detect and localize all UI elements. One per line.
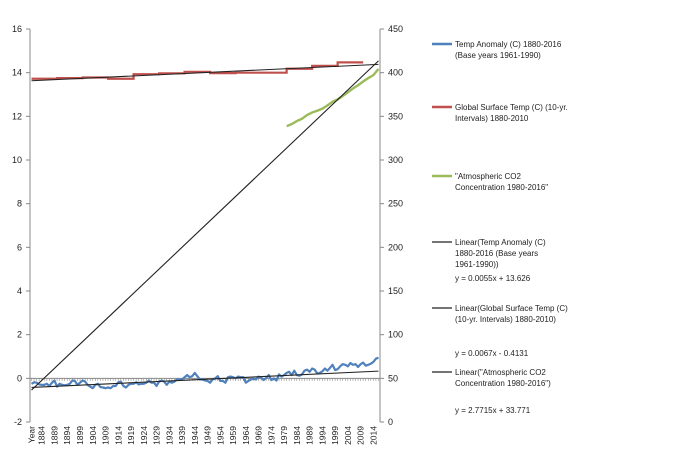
left-tick-label: 6 <box>17 242 22 252</box>
legend-label: (10-yr. Intervals) 1880-2010) <box>455 315 556 324</box>
x-tick-label: 1894 <box>62 426 72 445</box>
x-tick-label: 1949 <box>203 426 213 445</box>
x-tick-label: 2004 <box>343 426 353 445</box>
legend-label: "Atmospheric CO2 <box>455 172 522 181</box>
left-tick-label: 8 <box>17 199 22 209</box>
left-tick-label: -2 <box>14 417 22 427</box>
series-layer <box>30 61 380 390</box>
legend-label: (Base years 1961-1990) <box>455 51 541 60</box>
left-tick-label: 10 <box>12 155 22 165</box>
legend-label: Global Surface Temp (C) (10-yr. <box>455 103 568 112</box>
x-tick-label: 1884 <box>37 426 47 445</box>
right-tick-label: 350 <box>388 111 403 121</box>
legend-label: Concentration 1980-2016" <box>455 183 548 192</box>
x-tick-label: 2009 <box>356 426 366 445</box>
x-tick-label: 1939 <box>177 426 187 445</box>
right-y-axis: 0 50 100 150 200 250 300 350 400 450 <box>380 24 403 427</box>
x-tick-label: 1954 <box>215 426 225 445</box>
right-tick-label: 450 <box>388 24 403 34</box>
trendline-co2 <box>31 60 379 391</box>
x-tick-label: 1959 <box>228 426 238 445</box>
x-tick-label: 1909 <box>101 426 111 445</box>
x-tick-label: 1994 <box>317 426 327 445</box>
trendline-equation: y = 0.0055x + 13.626 <box>455 274 531 283</box>
x-tick-label: 1924 <box>139 426 149 445</box>
x-tick-label: 1999 <box>330 426 340 445</box>
right-tick-label: 50 <box>388 373 398 383</box>
x-tick-label: 1984 <box>292 426 302 445</box>
trendline-equation: y = 2.7715x + 33.771 <box>455 406 531 415</box>
left-tick-label: 16 <box>12 24 22 34</box>
left-tick-label: 14 <box>12 68 22 78</box>
left-y-axis: -2 0 2 4 6 8 10 12 14 16 <box>12 24 30 427</box>
legend-label: Intervals) 1880-2010 <box>455 114 529 123</box>
left-tick-label: 4 <box>17 286 22 296</box>
right-tick-label: 250 <box>388 199 403 209</box>
x-tick-label: 1934 <box>164 426 174 445</box>
legend-label: 1880-2016 (Base years <box>455 249 538 258</box>
x-axis: Year 1884 1889 1894 1899 1904 1909 1914 1919 1924… <box>27 378 379 445</box>
trendline-global-surface-temp <box>31 63 379 82</box>
series-temp-anomaly-line <box>30 356 379 390</box>
right-tick-label: 400 <box>388 68 403 78</box>
legend-label: Linear(Temp Anomaly (C) <box>455 238 546 247</box>
x-tick-label: 1904 <box>88 426 98 445</box>
x-tick-label: 1914 <box>113 426 123 445</box>
x-tick-label: 1964 <box>241 426 251 445</box>
legend-label: Linear(Global Surface Temp (C) <box>455 304 568 313</box>
right-tick-label: 150 <box>388 286 403 296</box>
x-tick-label: 1989 <box>305 426 315 445</box>
right-tick-label: 200 <box>388 242 403 252</box>
x-tick-label: 1889 <box>49 426 59 445</box>
legend: Temp Anomaly (C) 1880-2016 (Base years 19… <box>432 40 568 415</box>
x-tick-label: 1919 <box>126 426 136 445</box>
x-tick-label: 1899 <box>75 426 85 445</box>
series-co2-line <box>286 68 380 128</box>
legend-label: Linear("Atmospheric CO2 <box>455 368 546 377</box>
x-tick-label: 1969 <box>254 426 264 445</box>
x-tick-label: 1979 <box>279 426 289 445</box>
x-tick-label: 1974 <box>266 426 276 445</box>
trendline-temp-anomaly <box>31 370 379 388</box>
trendline-layer <box>31 60 379 391</box>
trendline-equation: y = 0.0067x - 0.4131 <box>455 349 529 358</box>
x-tick-label: 1944 <box>190 426 200 445</box>
x-tick-label: 2014 <box>368 426 378 445</box>
left-tick-label: 2 <box>17 330 22 340</box>
legend-label: 1961-1990)) <box>455 260 499 269</box>
left-tick-label: 12 <box>12 111 22 121</box>
series-global-surface-temp-line <box>31 61 364 80</box>
right-tick-label: 100 <box>388 330 403 340</box>
right-tick-label: 300 <box>388 155 403 165</box>
left-tick-label: 0 <box>17 373 22 383</box>
legend-label: Temp Anomaly (C) 1880-2016 <box>455 40 562 49</box>
x-tick-label: 1929 <box>152 426 162 445</box>
right-tick-label: 0 <box>388 417 393 427</box>
legend-label: Concentration 1980-2016") <box>455 379 551 388</box>
x-tick-label: Year <box>27 426 37 443</box>
